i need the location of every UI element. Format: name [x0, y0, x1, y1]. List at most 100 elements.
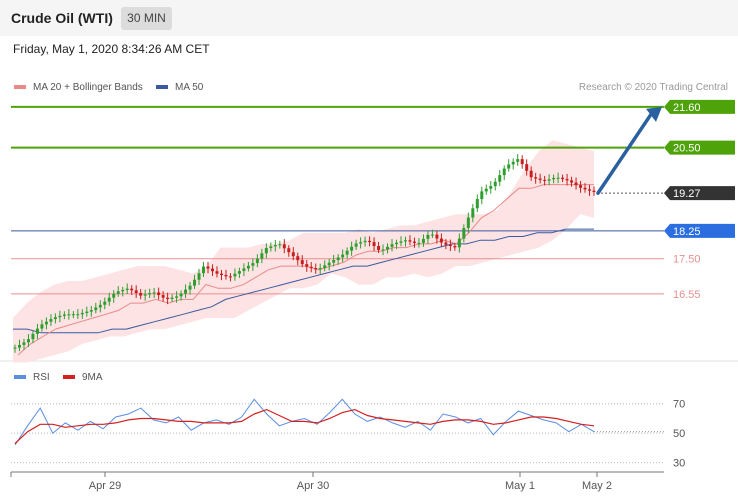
- candle: [412, 237, 416, 248]
- candle: [390, 239, 394, 252]
- candle: [233, 268, 237, 281]
- candle: [31, 329, 35, 344]
- rsi-tick-50: 50: [673, 428, 685, 440]
- candle: [107, 292, 111, 306]
- candle-body: [314, 268, 318, 270]
- candle: [170, 294, 174, 303]
- ma50-legend-swatch: [156, 85, 168, 89]
- candle: [475, 194, 479, 213]
- candle: [466, 212, 470, 233]
- candle: [188, 281, 192, 295]
- candle-body: [448, 244, 452, 247]
- candle-body: [403, 240, 407, 242]
- candle: [85, 306, 89, 317]
- candle: [507, 159, 511, 172]
- rsi-legend-swatch: [14, 375, 26, 379]
- candle-body: [538, 178, 542, 180]
- candle: [372, 237, 376, 252]
- candle: [534, 172, 538, 184]
- candle: [300, 255, 304, 268]
- candle-body: [547, 179, 551, 181]
- candle: [179, 290, 183, 301]
- rsi-line: [14, 398, 595, 446]
- candle: [592, 186, 596, 196]
- candle: [368, 236, 372, 247]
- candle-body: [197, 273, 201, 280]
- candle: [439, 233, 443, 247]
- candle-body: [471, 208, 475, 218]
- candle-body: [520, 159, 524, 165]
- candle: [336, 254, 340, 265]
- candle: [426, 230, 430, 245]
- candle: [453, 242, 457, 251]
- ma50-line: [13, 228, 594, 334]
- candle-body: [26, 339, 30, 343]
- forecast-arrow-head: [646, 106, 662, 122]
- candle-body: [170, 297, 174, 299]
- candle-body: [255, 258, 259, 264]
- instrument-title: Crude Oil (WTI): [11, 10, 113, 26]
- candle-body: [264, 248, 268, 254]
- candle: [318, 263, 322, 275]
- candle: [103, 297, 107, 310]
- candle: [166, 292, 170, 305]
- candle: [184, 284, 188, 298]
- candle-body: [44, 321, 48, 325]
- candle-body: [219, 273, 223, 276]
- candle-body: [372, 242, 376, 247]
- candle-body: [157, 292, 161, 296]
- candle-body: [251, 263, 255, 266]
- candle-body: [381, 249, 385, 251]
- candle: [116, 286, 120, 297]
- candle-body: [570, 180, 574, 183]
- candle-body: [484, 188, 488, 192]
- candle-body: [430, 234, 434, 236]
- candle-body: [300, 260, 304, 265]
- candle: [345, 247, 349, 259]
- candle: [493, 178, 497, 191]
- candle: [552, 174, 556, 184]
- candle-body: [49, 319, 53, 322]
- candle: [13, 344, 17, 353]
- candle-body: [457, 238, 461, 248]
- candle: [291, 247, 295, 261]
- level-label-18.25: 18.25: [673, 226, 701, 238]
- candle-body: [143, 294, 147, 296]
- candle: [269, 242, 273, 252]
- chart-datetime: Friday, May 1, 2020 8:34:26 AM CET: [13, 42, 210, 56]
- candle-body: [395, 242, 399, 245]
- candle-body: [377, 246, 381, 250]
- candle-body: [13, 347, 17, 349]
- candle: [421, 234, 425, 247]
- candle-body: [31, 333, 35, 340]
- candle-body: [179, 293, 183, 297]
- candle-body: [583, 187, 587, 190]
- candle-body: [260, 253, 264, 259]
- candle: [255, 254, 259, 268]
- candle: [22, 338, 26, 350]
- candle: [246, 261, 250, 272]
- candle: [350, 241, 354, 256]
- candle-body: [139, 292, 143, 296]
- candle-body: [62, 314, 66, 316]
- candle-body: [116, 291, 120, 294]
- interval-badge[interactable]: 30 MIN: [121, 7, 172, 30]
- level-tag-20.50: [664, 140, 735, 155]
- candle-body: [161, 295, 165, 298]
- candle-body: [579, 185, 583, 188]
- candle-body: [529, 170, 533, 178]
- candle-body: [466, 217, 470, 229]
- level-tag-21.60: [664, 99, 735, 114]
- candle-body: [475, 199, 479, 209]
- candle-body: [175, 296, 179, 298]
- candle-body: [40, 324, 44, 329]
- forecast-arrow-shaft: [596, 111, 654, 195]
- candle-body: [103, 301, 107, 305]
- candle-body: [350, 246, 354, 251]
- candle-body: [489, 186, 493, 189]
- ma20-legend-label: MA 20 + Bollinger Bands: [33, 82, 143, 93]
- candle: [53, 313, 57, 324]
- level-label-21.60: 21.60: [673, 102, 701, 114]
- candle-body: [184, 289, 188, 294]
